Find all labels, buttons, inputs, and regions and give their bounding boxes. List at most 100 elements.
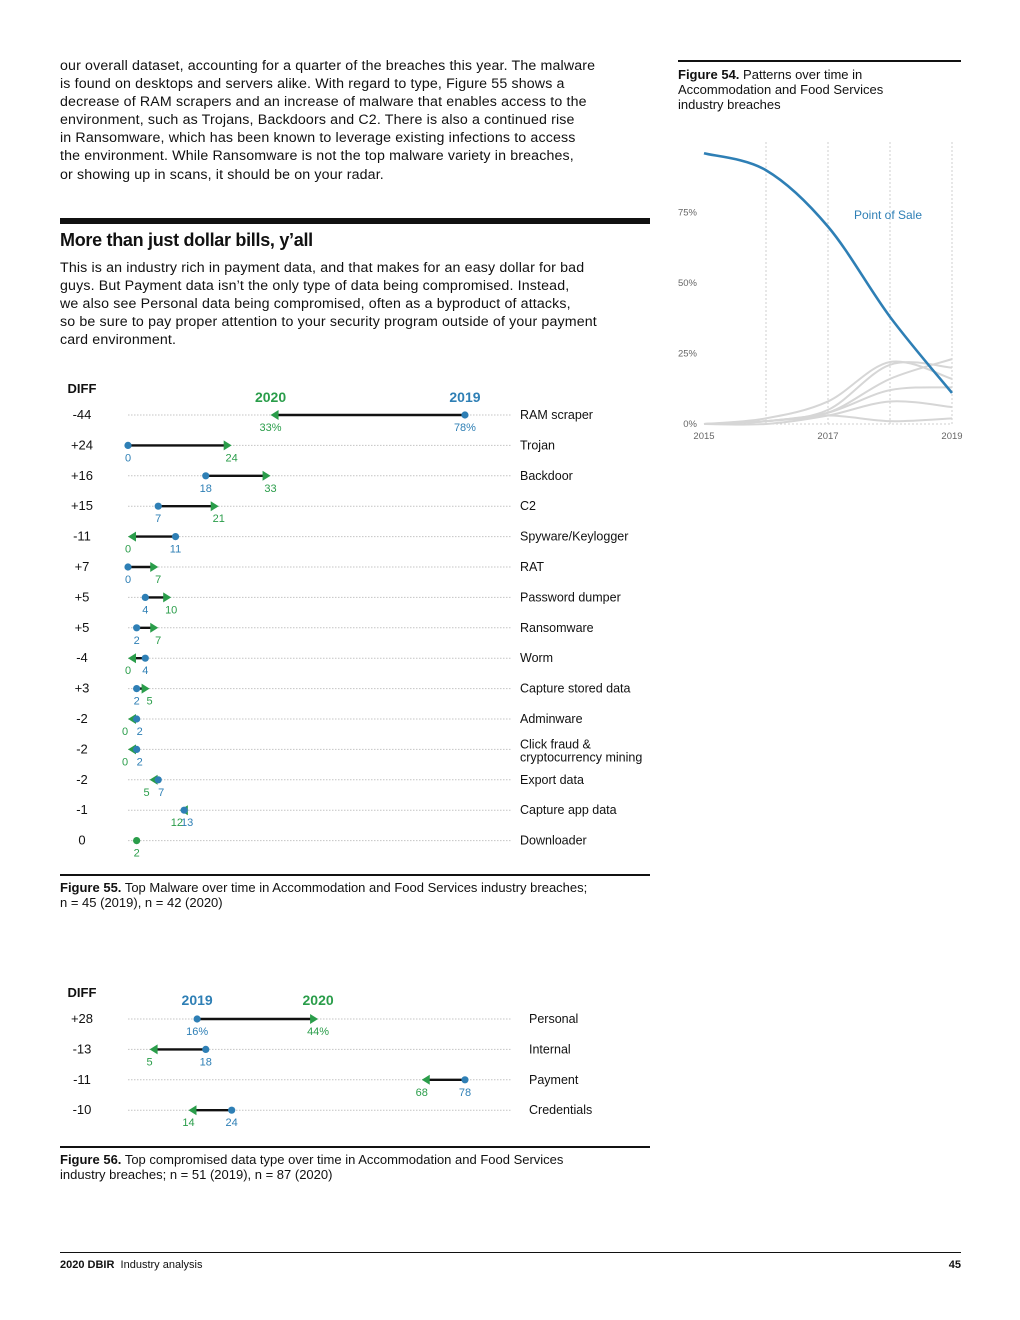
point-2020	[128, 744, 136, 755]
category-label: Credentials	[529, 1103, 592, 1117]
category-label: Trojan	[520, 438, 555, 452]
value-label-2019: 2	[137, 756, 143, 768]
figure56-caption-line: industry breaches; n = 51 (2019), n = 87…	[60, 1167, 333, 1182]
diff-value: -44	[73, 407, 92, 422]
value-label-2019: 16%	[186, 1026, 208, 1038]
section-title: More than just dollar bills, y’all	[60, 230, 313, 250]
category-label: Capture app data	[520, 803, 617, 817]
legend-2019: 2019	[449, 389, 480, 405]
diff-value: -2	[76, 741, 88, 756]
figure55-caption-line: n = 45 (2019), n = 42 (2020)	[60, 895, 223, 910]
figure56-caption-line: Top compromised data type over time in A…	[124, 1152, 564, 1167]
value-label-2020: 0	[125, 665, 131, 677]
series-line-other	[703, 414, 953, 425]
point-2019	[133, 685, 141, 693]
diff-value: -4	[76, 650, 88, 665]
category-label: Worm	[520, 651, 553, 665]
legend-2020: 2020	[255, 389, 286, 405]
diff-value: +15	[71, 498, 93, 513]
value-label-2019: 11	[170, 544, 181, 556]
value-label-2019: 24	[226, 1117, 238, 1129]
point-2020	[150, 562, 159, 572]
point-2020	[128, 653, 136, 664]
point-2019	[180, 806, 188, 814]
section-paragraph: This is an industry rich in payment data…	[60, 259, 655, 349]
figure54-caption-line: Patterns over time in	[743, 67, 863, 82]
diff-value: -11	[73, 1072, 91, 1087]
point-2020	[150, 622, 159, 633]
point-2019	[228, 1106, 236, 1114]
page-number: 45	[948, 1259, 961, 1271]
value-label-2020: 33%	[260, 422, 282, 434]
figure54-chart: 0% 25% 50% 75% 2015 2017 2019 Point of Sale	[678, 142, 963, 442]
figure56-rule	[60, 1146, 650, 1148]
point-2019	[154, 776, 162, 784]
value-label-2019: 78%	[454, 422, 476, 434]
series-label-point-of-sale: Point of Sale	[854, 208, 922, 222]
value-label-2019: 13	[181, 817, 193, 829]
x-tick-label: 2017	[817, 431, 838, 442]
intro-line: decrease of RAM scrapers and an increase…	[60, 94, 587, 111]
category-label: Password dumper	[520, 590, 621, 604]
point-2020	[310, 1014, 319, 1024]
point-2020	[163, 592, 172, 603]
point-2020	[223, 440, 232, 451]
diff-value: +24	[71, 437, 93, 452]
point-2019	[193, 1015, 201, 1023]
section-line: we also see Personal data being compromi…	[60, 296, 571, 313]
point-2019	[124, 441, 132, 449]
value-label-2020: 7	[155, 635, 161, 647]
category-label: Downloader	[520, 834, 587, 848]
value-label-2020: 5	[144, 787, 150, 799]
point-2020	[262, 470, 271, 481]
footer-section: Industry analysis	[120, 1259, 203, 1271]
diff-value: -13	[73, 1041, 92, 1056]
figure55-caption: Figure 55. Top Malware over time in Acco…	[60, 880, 660, 910]
value-label-2019: 0	[125, 452, 131, 464]
value-label-2020: 2	[134, 848, 140, 860]
footer-brand: 2020 DBIR	[60, 1259, 115, 1271]
legend-2019: 2019	[182, 992, 213, 1008]
value-label-2020: 12	[171, 817, 183, 829]
category-label: Capture stored data	[520, 682, 631, 696]
point-2020	[141, 683, 150, 694]
value-label-2019: 4	[142, 604, 148, 616]
legend-2020: 2020	[303, 992, 334, 1008]
category-label: C2	[520, 499, 536, 513]
point-2020	[149, 1044, 158, 1055]
category-label: Adminware	[520, 712, 583, 726]
x-tick-label: 2019	[941, 431, 962, 442]
value-label-2019: 78	[459, 1087, 471, 1099]
diff-value: -10	[73, 1102, 92, 1117]
intro-line: or showing up in scans, it should be on …	[60, 166, 384, 183]
series-line-point-of-sale	[703, 152, 954, 394]
category-label: RAM scraper	[520, 408, 593, 422]
point-2019	[461, 411, 469, 419]
figure56-chart: DIFF 2019 2020 +28 16% 44% Personal -13 18 5 Inter…	[68, 985, 593, 1129]
category-label: Export data	[520, 773, 584, 787]
diff-value: -2	[76, 772, 88, 787]
diff-value: -11	[73, 529, 91, 544]
diff-header: DIFF	[68, 985, 97, 1000]
point-2020	[421, 1074, 430, 1085]
point-2019	[202, 1045, 210, 1053]
point-2019	[133, 624, 141, 632]
figure54-label: Figure 54.	[678, 67, 740, 82]
point-2020	[270, 410, 279, 420]
figure56-label: Figure 56.	[60, 1152, 122, 1167]
footer-left: 2020 DBIR Industry analysis	[60, 1259, 202, 1271]
diff-value: +5	[75, 589, 90, 604]
category-label: Backdoor	[520, 469, 573, 483]
value-label-2019: 18	[200, 483, 212, 495]
intro-line: environment, such as Trojans, Backdoors …	[60, 112, 575, 129]
value-label-2020: 5	[147, 696, 153, 708]
y-tick-label: 0%	[683, 419, 697, 430]
category-label: RAT	[520, 560, 544, 574]
value-label-2019: 7	[158, 787, 164, 799]
section-line: card environment.	[60, 332, 177, 349]
figure54-caption-line: industry breaches	[678, 97, 781, 112]
figure55-rule	[60, 874, 650, 876]
value-label-2020: 0	[125, 544, 131, 556]
series-line-other	[703, 360, 953, 425]
section-rule	[60, 218, 650, 224]
